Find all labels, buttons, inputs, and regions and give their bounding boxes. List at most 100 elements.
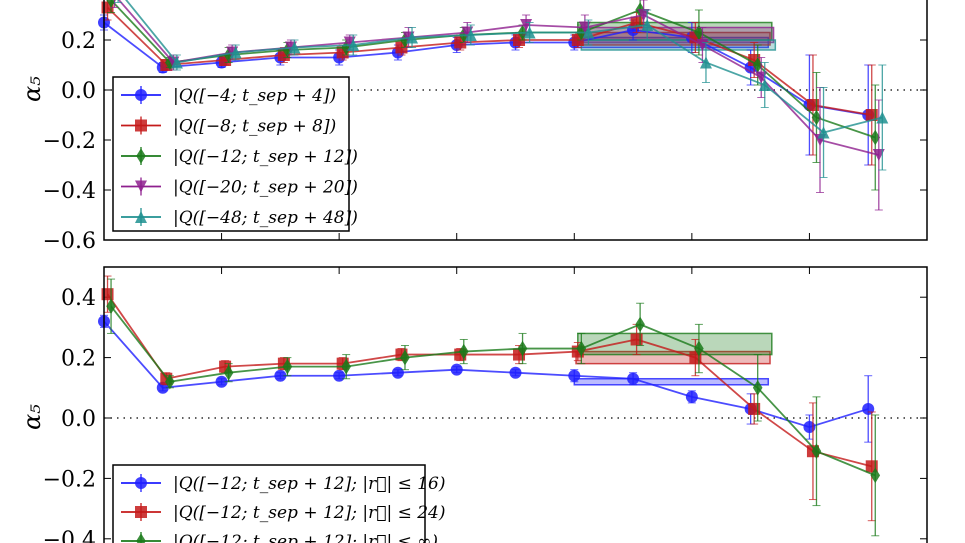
data-point [341,39,351,56]
series-line [106,293,872,468]
data-point [803,421,816,434]
series-line [106,6,872,116]
legend-entry: |Q([−20; t_sep + 20]) [121,177,358,198]
legend-marker [136,148,146,164]
legend-marker [136,533,146,543]
series-3 [106,278,881,537]
legend-marker [135,119,147,132]
data-point [811,443,822,460]
data-point [106,298,116,315]
data-point [694,24,704,41]
y-tick-label: 0.4 [61,286,96,311]
y-tick-label: −0.4 [43,179,96,204]
legend: |Q([−12; t_sep + 12]; |r⃗| ≤ 16) |Q([−12;… [112,464,445,543]
data-point [568,369,581,382]
y-tick-label: −0.6 [43,229,96,254]
legend-label: |Q([−4; t_sep + 4]) [173,86,336,106]
y-tick-label: −0.2 [43,467,96,492]
data-point [758,79,771,91]
data-point [876,111,889,124]
fit-band [573,377,770,386]
series-line [103,21,869,116]
legend-box [112,464,426,543]
data-point [282,358,293,375]
plot-frame [103,266,928,543]
series-line [125,0,883,134]
legend-marker [135,477,147,489]
legend: |Q([−4; t_sep + 4]) |Q([−8; t_sep + 8]) |Q… [112,76,358,232]
legend-label: |Q([−12; t_sep + 12]; |r⃗| ≤ 24) [173,503,445,523]
legend-entry: |Q([−8; t_sep + 8]) [121,116,336,137]
legend-entry: |Q([−4; t_sep + 4]) [121,86,336,106]
data-point [347,39,360,51]
data-point [341,358,351,375]
data-point [400,32,410,48]
data-point [635,316,645,333]
legend-label: |Q([−48; t_sep + 48]) [173,208,358,228]
y-tick-label: 0.0 [61,79,96,104]
plot-frame [103,0,928,241]
data-point [464,29,477,41]
data-point [630,333,643,346]
legend-marker [135,180,147,193]
legend-marker [135,506,147,518]
data-point [288,41,301,54]
data-point [862,402,875,415]
legend-entry: |Q([−12; t_sep + 12]; |r⃗| ≤ 24) [121,503,445,523]
data-point [523,26,536,39]
data-point [223,364,234,381]
data-point [699,56,712,69]
series-line [103,320,869,429]
data-point [806,99,819,111]
legend-marker [135,89,147,101]
data-point [406,31,419,44]
data-point [106,0,116,8]
data-point [817,126,830,139]
data-point [282,42,293,58]
legend-entry: |Q([−12; t_sep + 12]; |r⃗| ≤ ∞) [121,532,438,543]
data-point [748,402,761,415]
data-point [458,343,469,360]
data-point [170,56,183,69]
y-tick-label: 0.0 [61,407,96,432]
data-point [752,380,763,396]
data-point [509,366,522,379]
legend-label: |Q([−12; t_sep + 12]) [173,147,358,167]
data-point [391,366,404,379]
legend-label: |Q([−12; t_sep + 12]; |r⃗| ≤ 16) [173,474,445,494]
y-tick-label: 0.2 [61,347,96,372]
data-point [223,47,234,63]
legend-entry: |Q([−12; t_sep + 12]) [121,147,358,167]
data-point [517,340,528,357]
data-point [685,390,698,403]
data-point [752,57,763,73]
data-point [870,129,881,146]
data-point [274,369,287,382]
y-tick-label: 0.2 [61,29,96,54]
y-axis-label: α₅ [18,76,46,102]
y-tick-label: −0.2 [43,129,96,154]
bottom-panel: −0.4 −0.2 0.0 0.2 0.4 α₅ |Q([−12; t_sep + 12];… [18,266,928,543]
y-tick-label: −0.4 [43,528,96,543]
data-point [582,26,595,39]
legend-box [112,76,350,232]
data-point [333,369,346,382]
legend-entry: |Q([−12; t_sep + 12]; |r⃗| ≤ 16) [121,474,445,494]
data-point [641,19,654,31]
data-point [215,375,228,388]
legend-label: |Q([−8; t_sep + 8]) [173,117,336,137]
data-point [114,0,116,1]
data-point [811,109,822,126]
data-point [400,349,410,366]
data-point [165,373,175,390]
data-point [450,363,463,376]
data-point [576,340,587,357]
series-line [110,305,876,477]
legend-marker [135,211,147,223]
data-point [694,340,704,357]
data-point [870,467,881,484]
y-axis-label: α₅ [18,404,46,430]
top-panel: −0.6−0.4−0.20.00.2α₅ |Q([−4; t_sep + 4])|… [18,0,928,254]
legend-entry: |Q([−48; t_sep + 48]) [121,208,358,228]
